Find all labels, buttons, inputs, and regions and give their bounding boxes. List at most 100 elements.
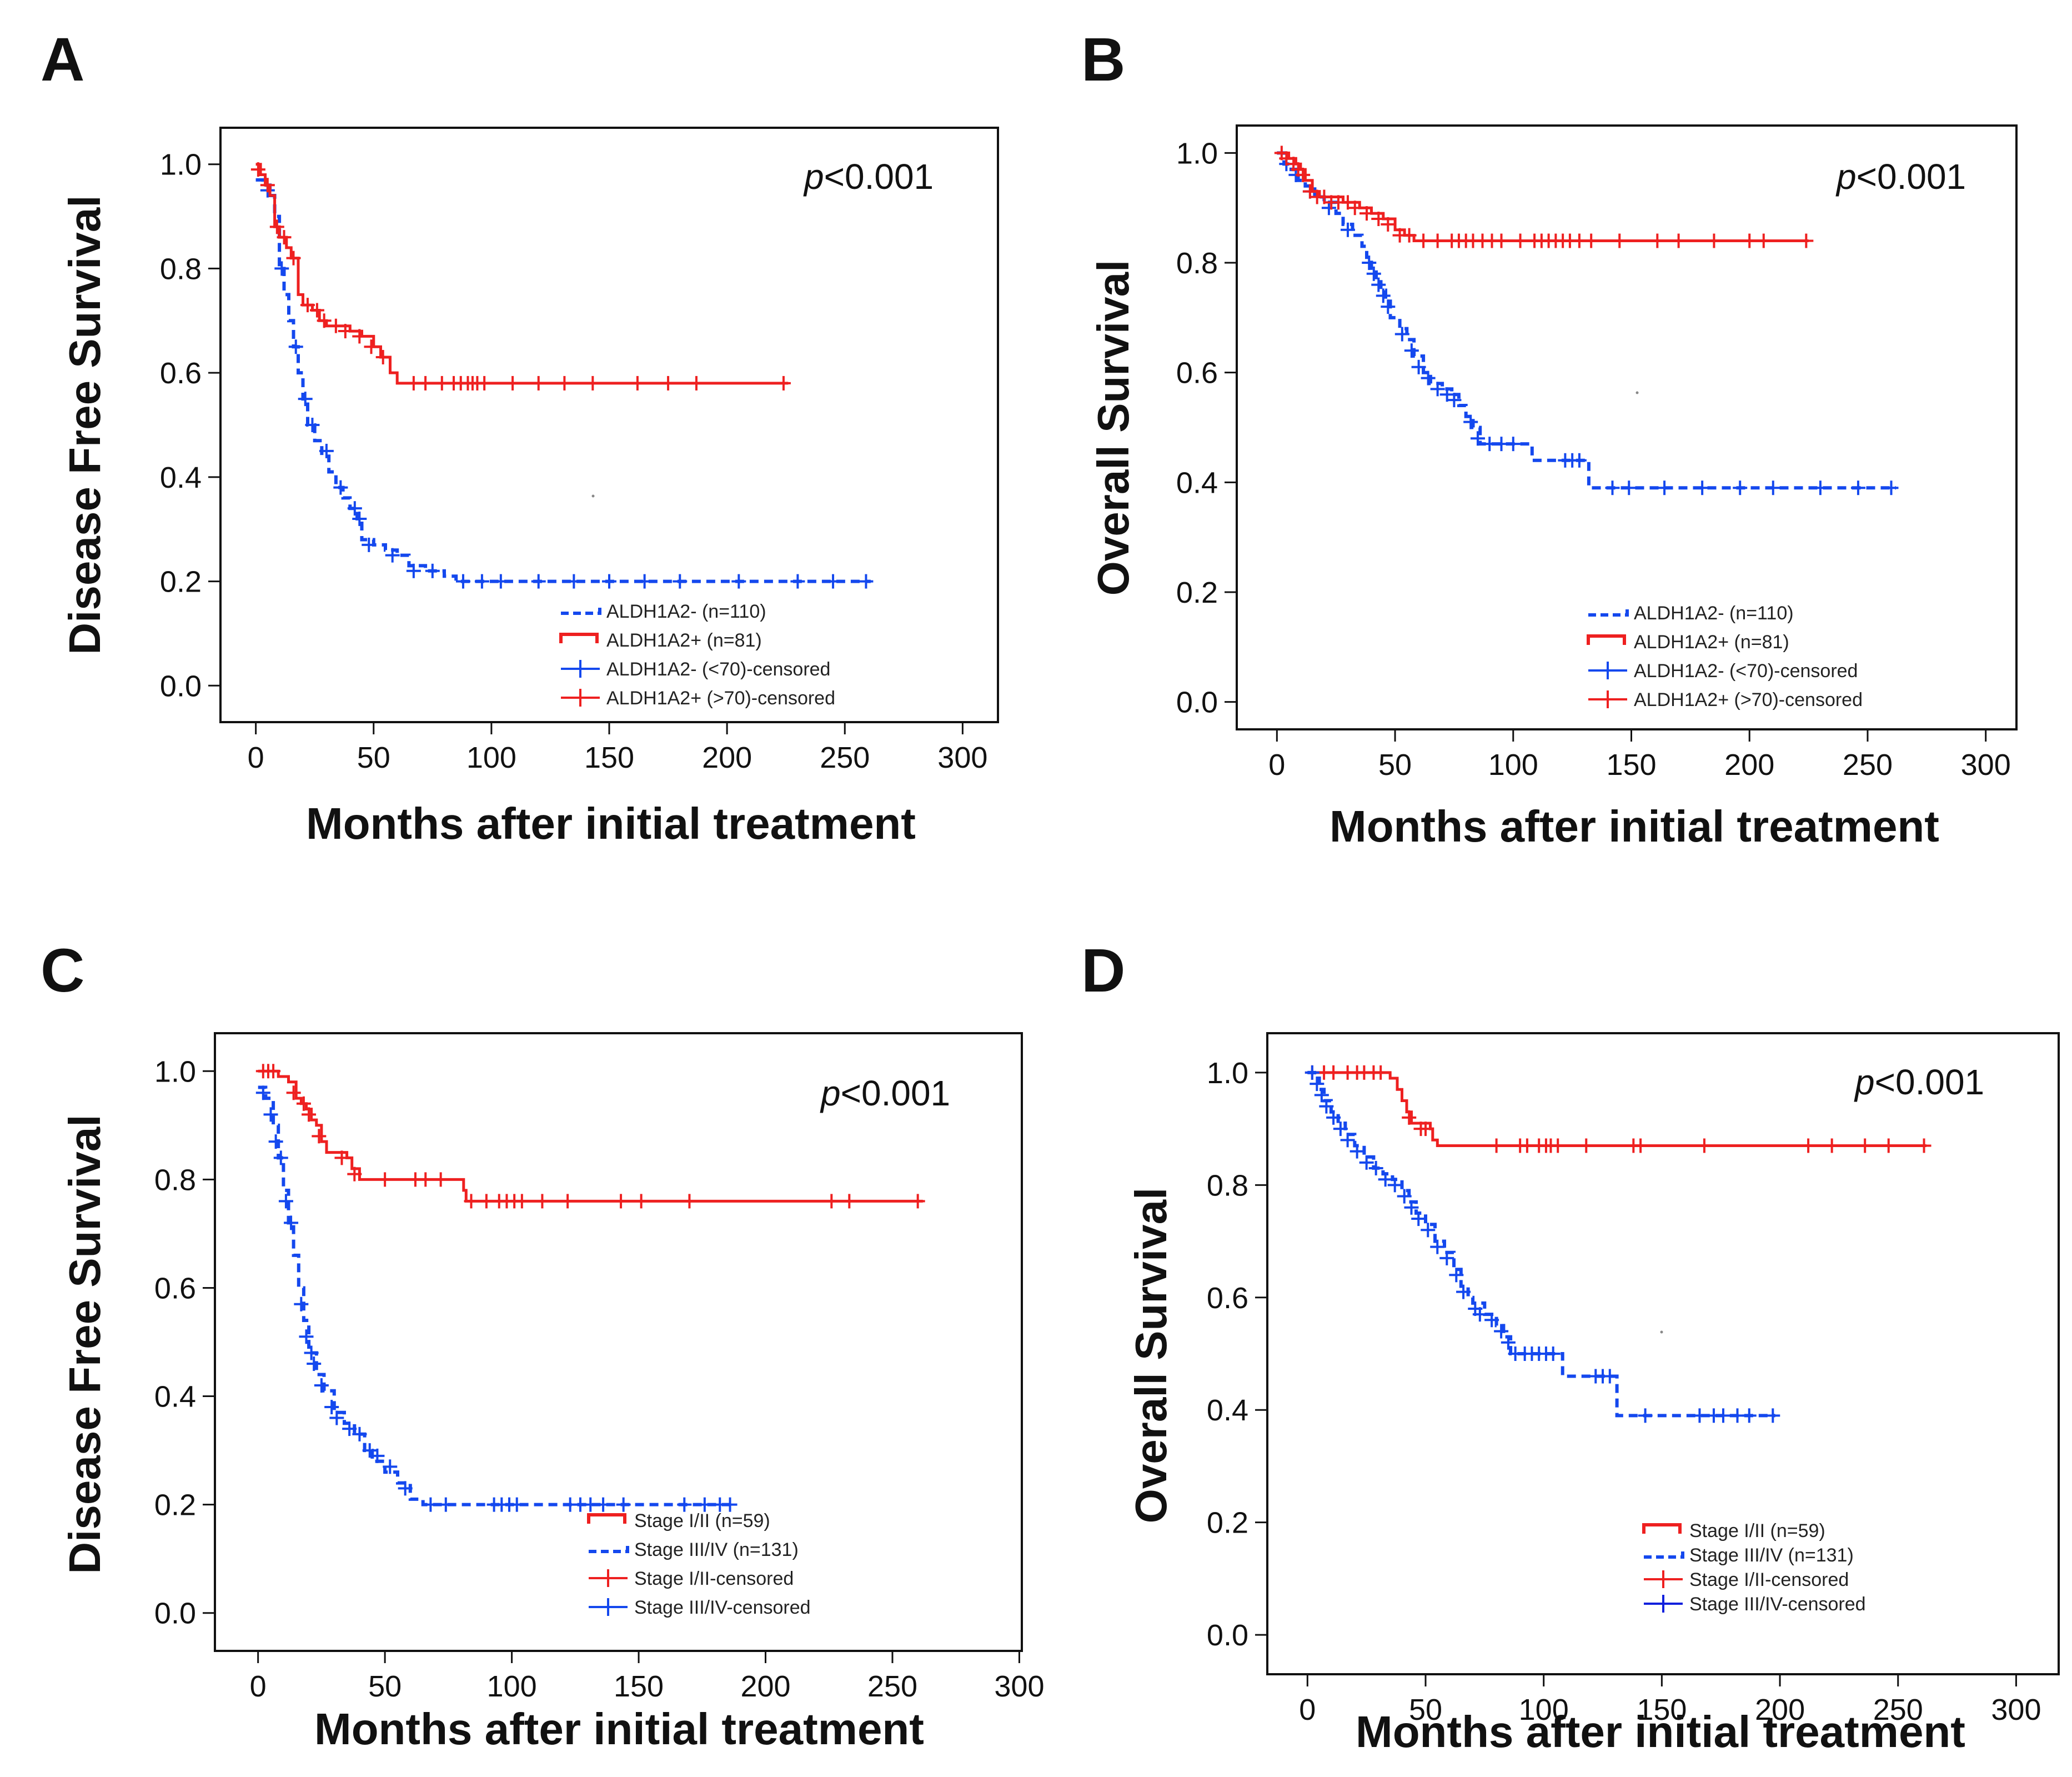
y-tick-label: 1.0 [160, 148, 202, 182]
x-tick-label: 250 [1843, 748, 1893, 782]
censor-mark [1697, 1138, 1712, 1153]
censor-mark [509, 1497, 524, 1512]
censor-mark [1411, 359, 1426, 374]
plus-icon [1654, 1595, 1672, 1613]
censor-mark [418, 1172, 433, 1187]
artifact-dot [591, 494, 595, 498]
censor-mark [352, 329, 367, 344]
y-tick-label: 0.2 [154, 1489, 196, 1522]
censor-mark [697, 1497, 712, 1512]
censor-mark [1418, 1122, 1433, 1137]
censor-mark [596, 1497, 611, 1512]
censor-mark [557, 376, 572, 391]
x-tick-label: 300 [1961, 748, 2011, 782]
x-tick-label: 100 [487, 1670, 537, 1703]
censor-mark [1421, 371, 1436, 386]
censor-mark [423, 1497, 438, 1512]
censor-mark [1371, 277, 1386, 292]
legend-label: ALDH1A2+ (n=81) [1634, 632, 1789, 653]
x-tick-label: 100 [1488, 748, 1538, 782]
censor-mark [479, 1194, 494, 1209]
censor-mark [1801, 1138, 1816, 1153]
y-tick-label: 0.8 [1176, 247, 1218, 280]
panel-b-x-axis: 0 50 100 150 200 250 300 [1268, 729, 2011, 782]
legend-label: ALDH1A2+ (>70)-censored [1634, 689, 1863, 710]
censor-mark [1314, 1088, 1329, 1103]
censor-mark [398, 1481, 413, 1496]
dashed-line-icon [561, 605, 601, 615]
censor-mark [1421, 1223, 1436, 1238]
legend-label: Stage III/IV-censored [1689, 1594, 1866, 1615]
censor-mark [614, 1194, 629, 1209]
censor-mark [1319, 1099, 1334, 1114]
censor-mark [1347, 201, 1362, 216]
censor-mark [362, 1443, 377, 1458]
censor-mark [1765, 480, 1780, 495]
censor-mark [464, 1194, 479, 1209]
censor-mark [278, 1194, 293, 1209]
panel-c-legend: Stage I/II (n=59) Stage III/IV (n=131) Sta… [587, 1510, 811, 1618]
censor-mark [375, 349, 390, 364]
x-tick-label: 200 [1755, 1693, 1805, 1726]
censor-mark [1572, 453, 1587, 468]
x-tick-label: 50 [1409, 1693, 1442, 1726]
legend-item: ALDH1A2+ (n=81) [559, 630, 762, 651]
x-tick-label: 50 [1378, 748, 1412, 782]
censor-mark [1326, 1110, 1341, 1125]
legend-label: ALDH1A2- (n=110) [1634, 603, 1794, 624]
censor-mark [1340, 1133, 1355, 1148]
censor-mark [273, 1150, 288, 1165]
censor-mark [305, 418, 320, 432]
legend-label: Stage I/II-censored [1689, 1569, 1849, 1590]
censor-mark [294, 1297, 309, 1312]
censor-mark [1650, 233, 1665, 248]
step-line-icon [559, 633, 599, 643]
censor-mark [352, 511, 367, 526]
censor-mark [1359, 206, 1374, 221]
legend-item: Stage I/II (n=59) [1642, 1520, 1825, 1541]
censor-mark [1622, 480, 1637, 495]
x-tick-label: 0 [1299, 1693, 1316, 1726]
legend-item: Stage I/II (n=59) [587, 1510, 770, 1531]
x-tick-label: 200 [740, 1670, 790, 1703]
plus-icon [571, 689, 589, 707]
panel-a-letter: A [41, 26, 84, 94]
y-tick-label: 1.0 [1207, 1057, 1248, 1090]
x-tick-label: 50 [357, 741, 390, 774]
censor-mark [1371, 211, 1386, 226]
censor-mark [1707, 233, 1722, 248]
censor-mark [1638, 1408, 1653, 1423]
censor-mark [1333, 1122, 1348, 1137]
legend-item: ALDH1A2+ (n=81) [1587, 632, 1789, 653]
x-tick-label: 150 [614, 1670, 664, 1703]
x-tick-label: 150 [1606, 748, 1656, 782]
censor-mark [268, 1134, 283, 1149]
plus-icon [599, 1598, 617, 1616]
censor-mark [514, 1194, 529, 1209]
censor-mark [438, 1497, 453, 1512]
censor-mark [455, 574, 470, 589]
x-tick-label: 150 [1637, 1693, 1687, 1726]
censor-mark [1858, 1138, 1873, 1153]
censor-mark [418, 376, 433, 391]
censor-mark [566, 574, 581, 589]
legend-item: Stage III/IV (n=131) [1644, 1545, 1854, 1566]
panel-d-legend: Stage I/II (n=59) Stage III/IV (n=131) Sta… [1642, 1520, 1866, 1615]
censor-mark [329, 1410, 344, 1425]
panel-c-y-axis-title: Disease Free Survival [60, 1114, 109, 1574]
censor-mark [274, 261, 289, 276]
x-tick-label: 50 [368, 1670, 402, 1703]
censor-mark [307, 1356, 322, 1371]
censor-mark [1472, 1307, 1487, 1322]
censor-mark [1813, 480, 1828, 495]
censor-mark [602, 574, 616, 589]
censor-mark [385, 548, 400, 563]
step-line-icon [1587, 634, 1626, 645]
censor-mark [1387, 1178, 1402, 1193]
censor-mark [1742, 1408, 1757, 1423]
panel-d-series-2 [1305, 1065, 1780, 1423]
censor-mark [263, 1107, 278, 1122]
censor-mark [260, 178, 275, 193]
